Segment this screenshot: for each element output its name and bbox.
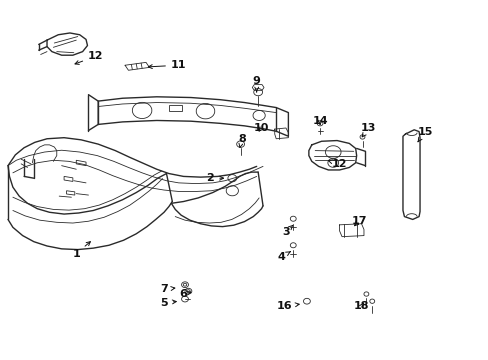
Text: 12: 12 <box>328 159 346 169</box>
Text: 11: 11 <box>148 60 186 70</box>
Text: 16: 16 <box>276 301 299 311</box>
Text: 9: 9 <box>252 76 260 92</box>
Text: 13: 13 <box>361 123 376 137</box>
Text: 14: 14 <box>312 116 327 126</box>
Text: 2: 2 <box>206 173 223 183</box>
Text: 7: 7 <box>160 284 175 294</box>
Text: 17: 17 <box>350 216 366 226</box>
Text: 3: 3 <box>282 225 292 237</box>
Text: 5: 5 <box>160 298 176 308</box>
Text: 12: 12 <box>75 51 103 64</box>
Text: 6: 6 <box>179 289 190 299</box>
Text: 8: 8 <box>238 134 245 147</box>
Text: 18: 18 <box>353 301 368 311</box>
Text: 15: 15 <box>416 127 432 142</box>
Text: 1: 1 <box>72 242 90 258</box>
Text: 4: 4 <box>277 252 290 262</box>
Text: 10: 10 <box>253 123 269 133</box>
